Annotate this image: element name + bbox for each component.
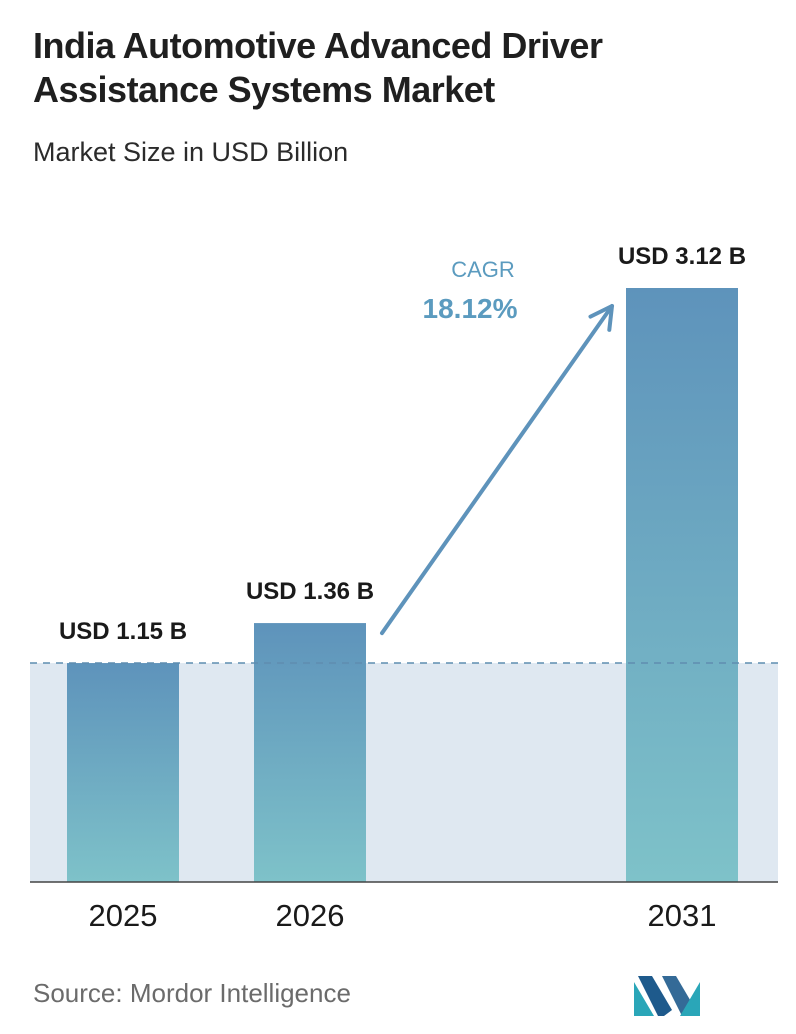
data-label-2031: USD 3.12 B xyxy=(618,243,746,270)
cagr-value: 18.12% xyxy=(423,293,518,324)
bar-chart: USD 1.15 B 2025 USD 1.36 B 2026 USD 3.12 B 20… xyxy=(30,243,778,933)
mordor-intelligence-logo-icon xyxy=(634,976,700,1016)
x-tick-2026: 2026 xyxy=(276,898,345,933)
source-text: Source: Mordor Intelligence xyxy=(33,978,351,1008)
x-tick-2031: 2031 xyxy=(648,898,717,933)
bar-2031 xyxy=(626,288,738,882)
bar-2025 xyxy=(67,663,179,882)
cagr-arrow-head-icon xyxy=(588,304,614,332)
data-label-2026: USD 1.36 B xyxy=(246,578,374,605)
cagr-arrow-line xyxy=(380,304,614,636)
chart-subtitle: Market Size in USD Billion xyxy=(33,137,349,167)
chart-title: India Automotive Advanced Driver Assista… xyxy=(33,25,603,110)
bar-2026 xyxy=(254,623,366,882)
cagr-label: CAGR xyxy=(451,257,515,282)
x-tick-2025: 2025 xyxy=(89,898,158,933)
data-label-2025: USD 1.15 B xyxy=(59,618,187,645)
